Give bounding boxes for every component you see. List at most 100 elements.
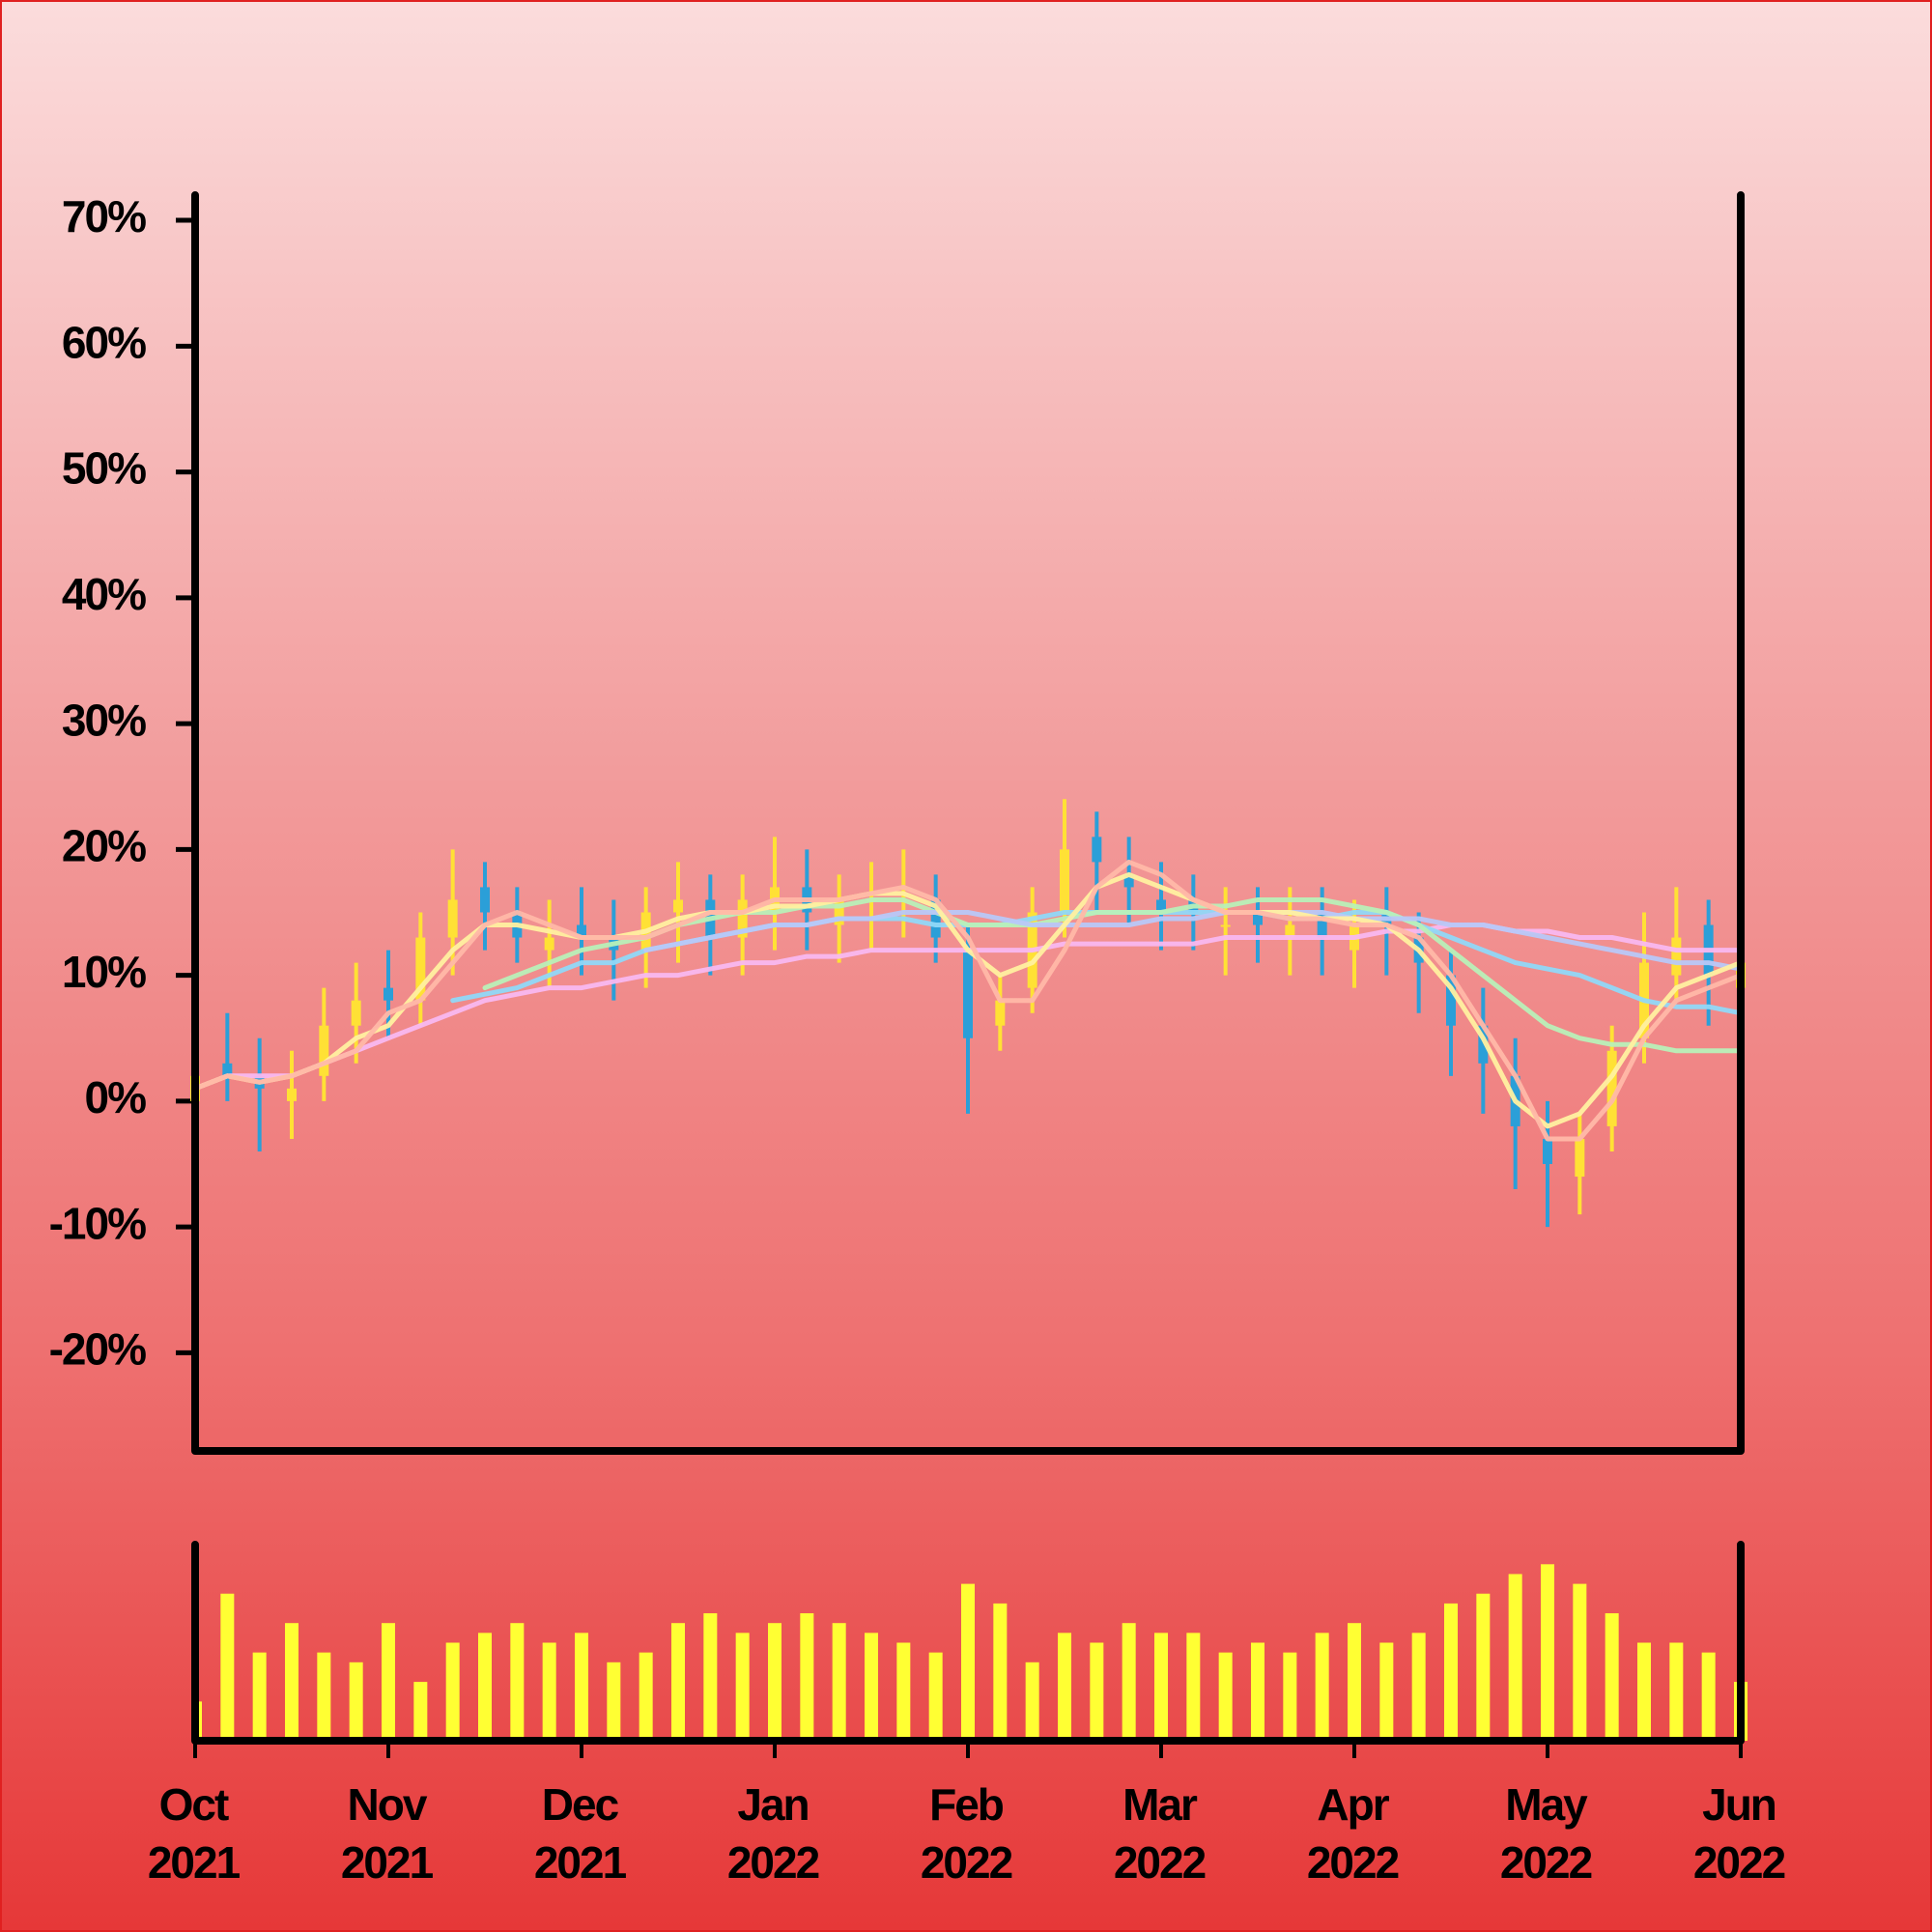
candle-body bbox=[1156, 899, 1166, 913]
volume-bar bbox=[865, 1633, 878, 1741]
volume-bar bbox=[252, 1652, 267, 1741]
volume-bar bbox=[510, 1623, 525, 1741]
candle-body bbox=[1606, 1050, 1617, 1126]
candle-body bbox=[673, 899, 683, 913]
candle-body bbox=[1092, 837, 1102, 863]
candle-body bbox=[544, 937, 554, 951]
volume-bar bbox=[1058, 1633, 1071, 1741]
candle-body bbox=[447, 899, 458, 938]
candle-body bbox=[384, 987, 393, 1001]
volume-bar bbox=[993, 1603, 1008, 1741]
candle-body bbox=[1285, 924, 1295, 938]
volume-bar bbox=[832, 1623, 846, 1741]
x-tick-label: Mar 2022 bbox=[1113, 1779, 1207, 1888]
volume-bar bbox=[1605, 1613, 1619, 1741]
candle-body bbox=[351, 1000, 361, 1026]
candle-body bbox=[415, 937, 426, 1001]
candle-body bbox=[1671, 937, 1682, 976]
volume-bar bbox=[1218, 1652, 1233, 1741]
moving-average-line bbox=[192, 859, 1744, 1142]
volume-bar bbox=[639, 1652, 653, 1741]
volume-bar bbox=[285, 1623, 298, 1741]
candle-body bbox=[319, 1025, 329, 1076]
volume-bar bbox=[220, 1593, 235, 1741]
candle-body bbox=[995, 1000, 1006, 1026]
volume-bar bbox=[1090, 1642, 1104, 1741]
x-tick-label: May 2022 bbox=[1499, 1779, 1593, 1888]
volume-bar bbox=[575, 1633, 588, 1741]
candle-body bbox=[1123, 874, 1134, 888]
volume-bar bbox=[1186, 1633, 1201, 1741]
axis-frame bbox=[191, 191, 1745, 1455]
volume-bar bbox=[607, 1662, 621, 1741]
volume-bar bbox=[1025, 1662, 1039, 1741]
volume-bar bbox=[1315, 1633, 1329, 1741]
volume-bar bbox=[1283, 1652, 1297, 1741]
y-tick-label: 30% bbox=[62, 695, 146, 745]
volume-bar bbox=[961, 1583, 975, 1741]
y-tick-label: 20% bbox=[62, 821, 146, 871]
candle-body bbox=[1478, 1025, 1489, 1064]
candle-body bbox=[1575, 1138, 1585, 1178]
volume-bar bbox=[1573, 1583, 1587, 1741]
candle-body bbox=[480, 887, 490, 913]
volume-bar bbox=[349, 1662, 363, 1741]
x-tick-label: Jun 2022 bbox=[1692, 1779, 1786, 1888]
candle-body bbox=[1446, 975, 1456, 1026]
x-tick-label: Jan 2022 bbox=[726, 1779, 820, 1888]
volume-bar bbox=[768, 1623, 781, 1741]
volume-bar bbox=[800, 1613, 814, 1741]
candle-body bbox=[1220, 924, 1231, 927]
volume-bar bbox=[1444, 1603, 1458, 1741]
volume-bar bbox=[1154, 1633, 1168, 1741]
volume-bar bbox=[896, 1642, 911, 1741]
x-tick-label: Apr 2022 bbox=[1306, 1779, 1400, 1888]
candle-body bbox=[1253, 912, 1263, 925]
candle-body bbox=[222, 1063, 233, 1076]
x-tick-label: Nov 2021 bbox=[340, 1779, 434, 1888]
candle-body bbox=[963, 950, 973, 1038]
volume-bar bbox=[382, 1623, 395, 1741]
y-tick-label: -20% bbox=[49, 1324, 146, 1375]
y-tick-label: 60% bbox=[62, 317, 146, 367]
volume-bar bbox=[1701, 1652, 1716, 1741]
volume-bar bbox=[928, 1652, 943, 1741]
y-tick-label: 50% bbox=[62, 443, 146, 494]
volume-bar bbox=[1122, 1623, 1136, 1741]
candle-body bbox=[1543, 1138, 1552, 1165]
y-tick-label: 40% bbox=[62, 569, 146, 619]
volume-bar bbox=[1411, 1633, 1426, 1741]
volume-bar bbox=[317, 1652, 331, 1741]
y-tick-label: -10% bbox=[49, 1198, 146, 1248]
volume-bar bbox=[671, 1623, 685, 1741]
volume-bar bbox=[1379, 1642, 1394, 1741]
x-tick-label: Feb 2022 bbox=[920, 1779, 1013, 1888]
volume-bar bbox=[1348, 1623, 1361, 1741]
volume-bar bbox=[1508, 1574, 1522, 1741]
x-tick-label: Oct 2021 bbox=[147, 1779, 241, 1888]
y-tick-label: 70% bbox=[62, 191, 146, 242]
volume-bar bbox=[1637, 1642, 1651, 1741]
candle-body bbox=[737, 899, 748, 938]
moving-average-line bbox=[643, 910, 1744, 972]
candle-body bbox=[1060, 849, 1069, 913]
candle-body bbox=[930, 899, 941, 938]
volume-bar bbox=[478, 1633, 492, 1741]
candle-body bbox=[834, 899, 844, 925]
volume-bar bbox=[1669, 1642, 1684, 1741]
candle-body bbox=[577, 924, 586, 938]
volume-bar bbox=[703, 1613, 718, 1741]
candle-body bbox=[1317, 912, 1327, 938]
volume-bar bbox=[1476, 1593, 1491, 1741]
volume-bar bbox=[735, 1633, 750, 1741]
y-tick-label: 10% bbox=[62, 947, 146, 997]
y-tick-label: 0% bbox=[85, 1072, 147, 1122]
moving-average-line bbox=[482, 897, 1744, 1054]
volume-bar bbox=[413, 1682, 428, 1741]
x-tick-label: Dec 2021 bbox=[533, 1779, 627, 1888]
volume-bar bbox=[542, 1642, 556, 1741]
candle-body bbox=[287, 1088, 297, 1101]
volume-bar bbox=[445, 1642, 460, 1741]
